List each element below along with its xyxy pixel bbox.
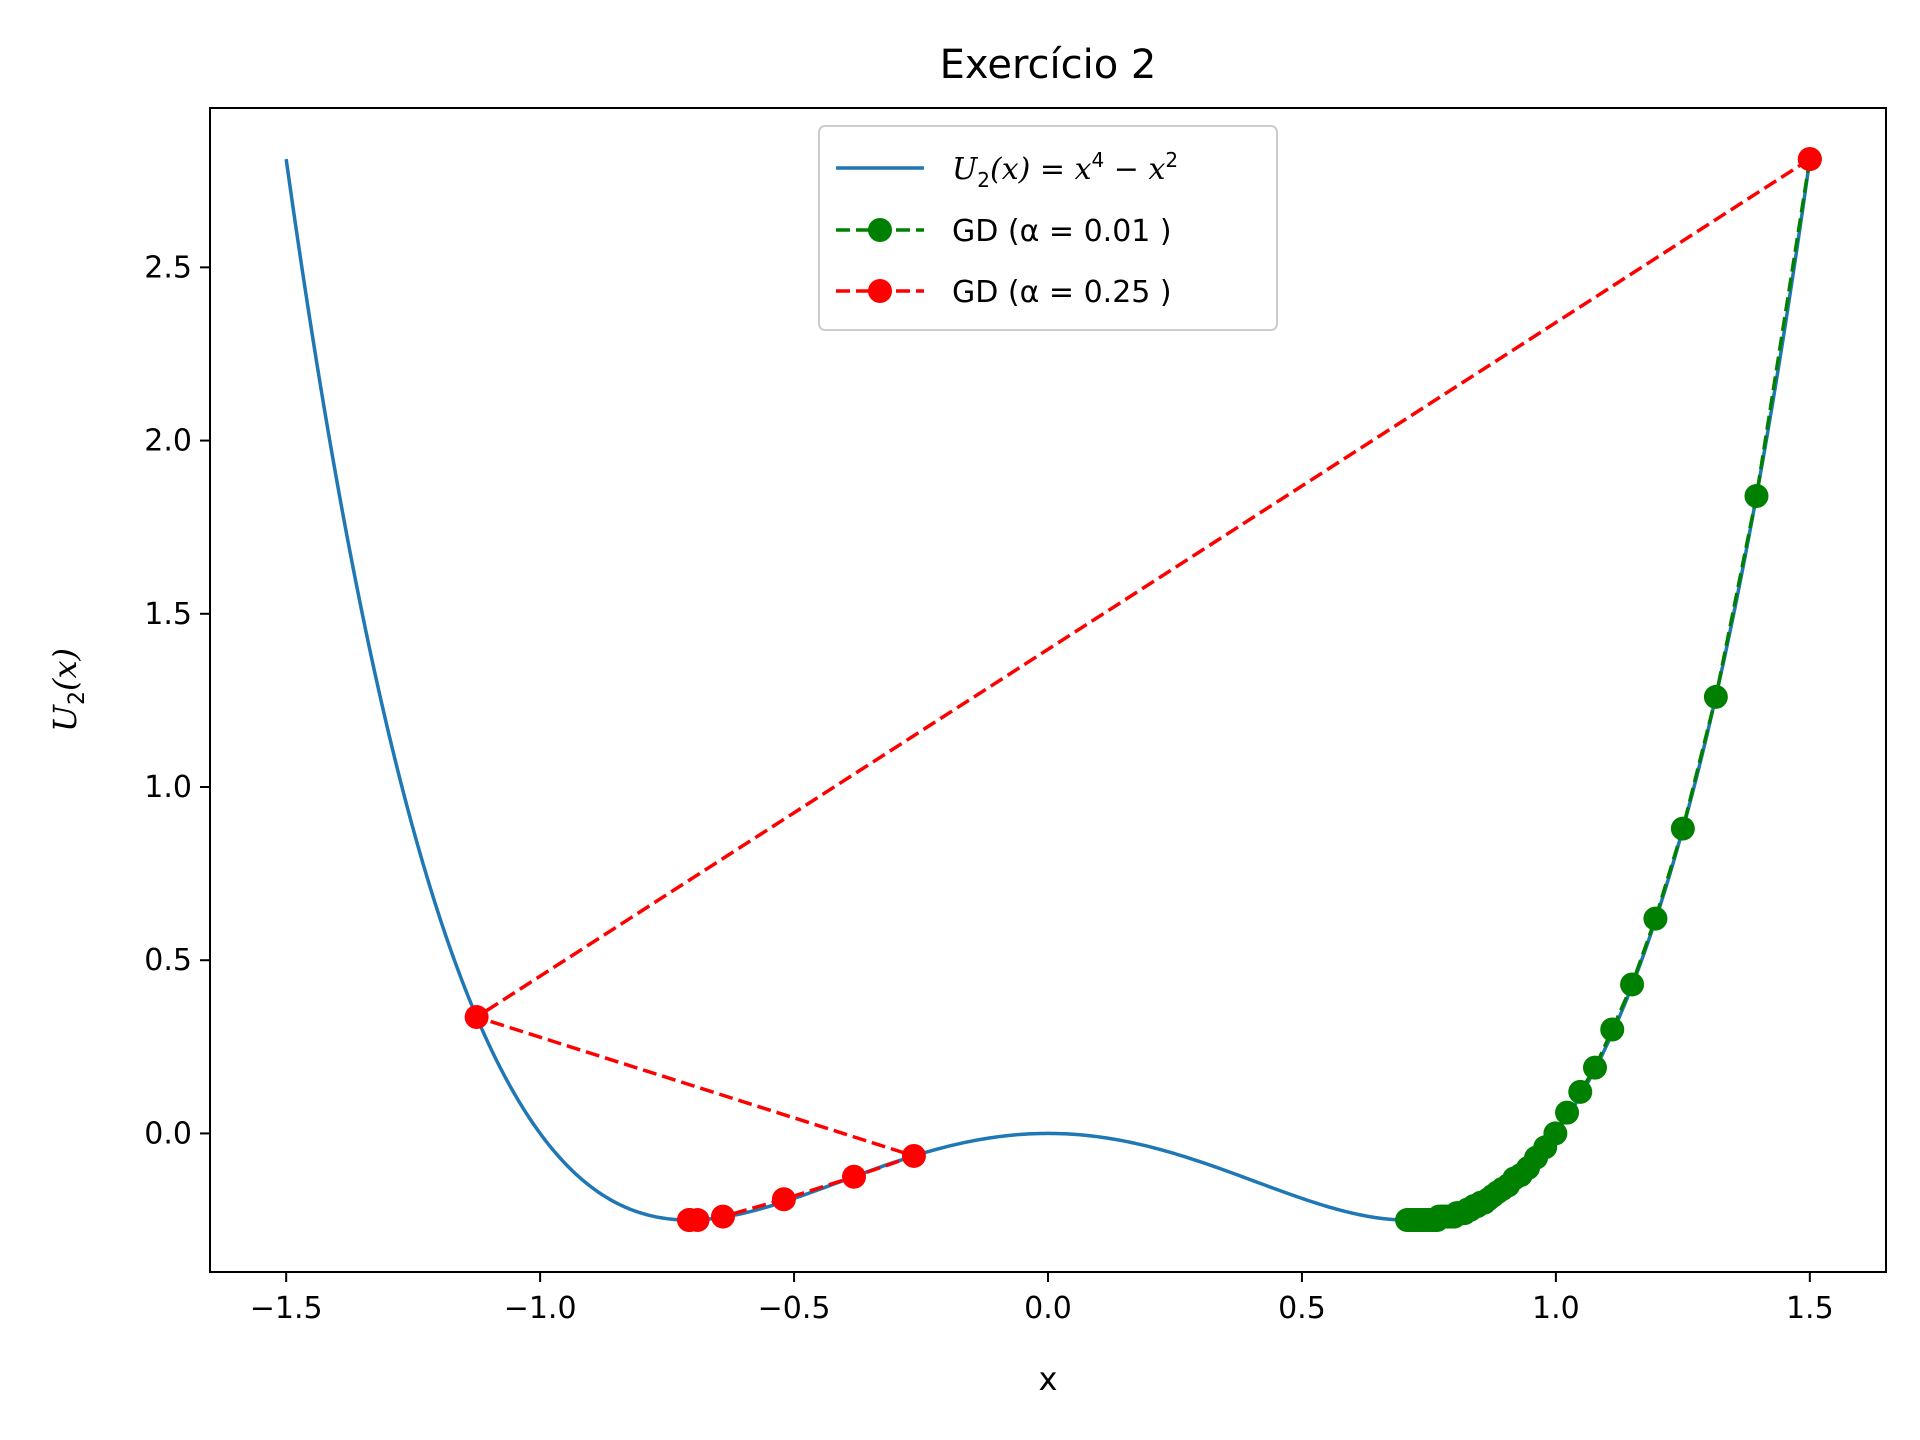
legend-curve-mid: − x	[1104, 152, 1165, 187]
x-tick-label: 0.0	[1024, 1291, 1072, 1326]
series-point	[1703, 684, 1728, 709]
y-axis-label-base: U	[46, 704, 84, 732]
y-tick-label: 2.5	[144, 250, 192, 285]
legend-curve-sup1: 4	[1092, 148, 1105, 172]
legend-marker-gd-025	[868, 279, 892, 303]
legend-marker-gd-001	[868, 218, 892, 242]
y-axis-label-rest: (x)	[46, 648, 84, 691]
x-axis-ticks: −1.5 −1.0 −0.5 0.0 0.5 1.0 1.5	[250, 1272, 1834, 1326]
plot-area	[284, 147, 1822, 1233]
legend-curve-sup2: 2	[1165, 148, 1178, 172]
series-point	[841, 1164, 866, 1189]
series-point	[1582, 1055, 1607, 1080]
legend-curve-sub: 2	[977, 168, 990, 192]
series-point	[901, 1143, 926, 1168]
series-gd-025	[464, 147, 1822, 1233]
x-axis-label: x	[1039, 1360, 1058, 1398]
series-gd-001	[1395, 147, 1822, 1233]
series-point	[710, 1204, 735, 1229]
x-tick-label: −0.5	[758, 1291, 831, 1326]
x-tick-label: −1.0	[504, 1291, 577, 1326]
legend-label-gd-025: GD (α = 0.25 )	[952, 275, 1172, 310]
series-point	[464, 1005, 489, 1030]
x-tick-label: 0.5	[1278, 1291, 1326, 1326]
y-tick-label: 0.0	[144, 1116, 192, 1151]
y-tick-label: 0.5	[144, 943, 192, 978]
y-axis-ticks: 0.0 0.5 1.0 1.5 2.0 2.5	[144, 250, 210, 1151]
y-tick-label: 1.5	[144, 597, 192, 632]
legend: U2(x) = x4 − x2 GD (α = 0.01 ) GD (α = 0…	[818, 125, 1278, 331]
legend-label-gd-001: GD (α = 0.01 )	[952, 214, 1172, 249]
series-layer	[464, 147, 1822, 1233]
series-point	[1643, 906, 1668, 931]
legend-curve-rest: (x) = x	[990, 152, 1092, 187]
y-tick-label: 1.0	[144, 770, 192, 805]
y-tick-label: 2.0	[144, 424, 192, 459]
series-point	[1670, 816, 1695, 841]
y-axis-label: U2(x)	[46, 648, 90, 732]
series-point	[1797, 147, 1822, 172]
series-point	[1620, 972, 1645, 997]
series-point	[771, 1187, 796, 1212]
series-point	[676, 1208, 701, 1233]
x-tick-label: −1.5	[250, 1291, 323, 1326]
chart-title: Exercício 2	[940, 42, 1157, 88]
y-axis-label-sub: 2	[65, 691, 90, 705]
series-point	[1555, 1100, 1580, 1125]
series-point	[1568, 1079, 1593, 1104]
legend-curve-base: U	[952, 152, 979, 187]
series-point	[1600, 1017, 1625, 1042]
legend-label-curve: U2(x) = x4 − x2	[952, 148, 1178, 192]
series-point	[1744, 484, 1769, 508]
x-tick-label: 1.0	[1532, 1291, 1580, 1326]
x-tick-label: 1.5	[1786, 1291, 1834, 1326]
series-point	[1395, 1208, 1420, 1233]
legend-box	[818, 125, 1278, 331]
